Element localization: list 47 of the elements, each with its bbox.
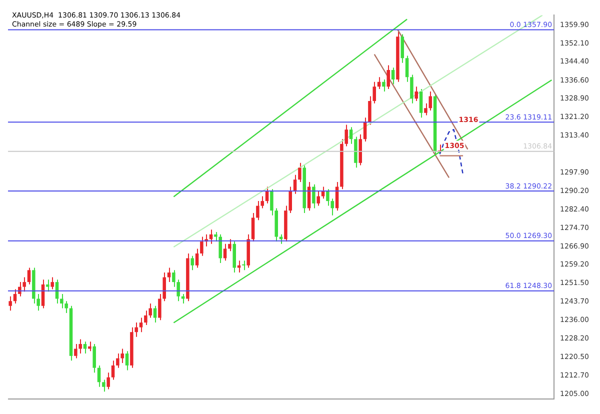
candlestick — [228, 238, 232, 252]
candlestick — [242, 260, 246, 271]
candlestick — [27, 267, 31, 285]
candlestick — [120, 348, 124, 364]
candlestick — [190, 255, 194, 271]
candlestick — [167, 267, 171, 283]
candlestick — [414, 86, 418, 102]
candlestick — [78, 338, 82, 354]
candlestick — [265, 186, 269, 204]
candlestick — [153, 305, 157, 324]
candlestick — [46, 279, 50, 292]
candlestick — [410, 74, 414, 104]
candlestick — [92, 344, 96, 374]
candlestick — [13, 288, 17, 304]
candlestick — [382, 79, 386, 92]
candlestick — [358, 134, 362, 166]
candlestick — [22, 276, 26, 292]
candlestick — [386, 64, 390, 90]
candlestick — [405, 55, 409, 82]
candlestick — [111, 360, 115, 380]
candlestick — [8, 296, 12, 312]
candlestick — [419, 88, 423, 118]
candlestick — [400, 34, 404, 64]
candlestick — [321, 186, 325, 200]
candlestick — [232, 241, 236, 274]
candlestick — [106, 372, 110, 390]
candlestick — [223, 243, 227, 262]
candlestick — [97, 364, 101, 388]
candlestick — [316, 191, 320, 206]
candlestick — [237, 260, 241, 274]
candlestick — [83, 341, 87, 354]
candlestick — [195, 248, 199, 268]
candlestick — [218, 234, 222, 264]
candlestick — [139, 317, 143, 333]
candlestick — [363, 117, 367, 142]
candlestick — [125, 350, 129, 371]
line-series — [439, 128, 464, 176]
candlestick — [88, 341, 92, 352]
candlestick — [298, 162, 302, 182]
candlestick — [251, 212, 255, 242]
candlestick — [428, 90, 432, 112]
candlestick — [102, 379, 106, 392]
candlestick — [312, 184, 316, 209]
candlestick — [354, 136, 358, 168]
candlestick — [50, 276, 54, 290]
candlestick — [349, 126, 353, 144]
candlestick — [391, 67, 395, 85]
